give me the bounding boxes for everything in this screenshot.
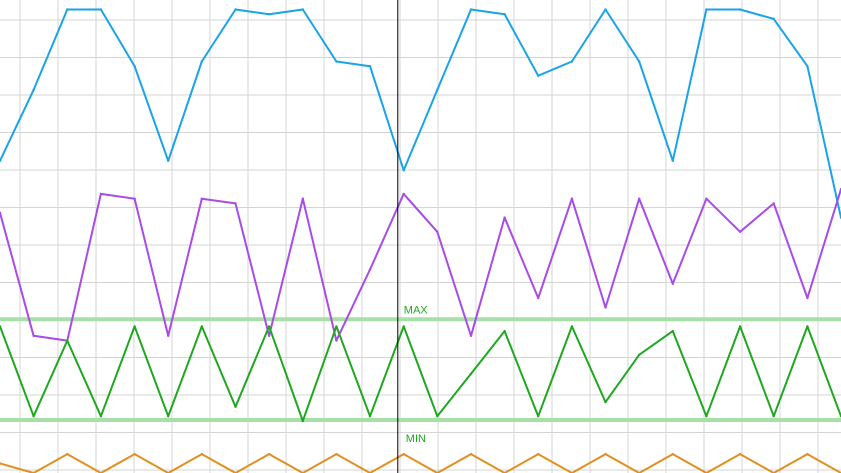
trace-orange-point <box>671 452 674 456</box>
trace-blue-point <box>772 17 775 21</box>
trace-green-point <box>738 325 742 328</box>
trace-blue-point <box>806 65 809 68</box>
trace-purple-point <box>99 192 103 196</box>
trace-green-point <box>368 415 372 418</box>
trace-purple-point <box>671 282 674 285</box>
trace-purple-point <box>267 334 271 337</box>
trace-blue-point <box>66 8 69 11</box>
trace-purple-point <box>133 197 136 200</box>
trace-green-point <box>32 415 35 418</box>
trace-green-point <box>604 400 607 404</box>
min-label: MIN <box>406 433 426 445</box>
trace-blue-point <box>301 8 304 11</box>
trace-blue-point <box>99 8 103 11</box>
trace-green-point <box>469 372 473 375</box>
trace-orange-point <box>402 452 405 456</box>
trace-blue-point <box>0 159 2 162</box>
trace-blue-point <box>368 65 372 68</box>
trace-blue-point <box>200 60 203 63</box>
trace-green-point <box>671 329 674 333</box>
trace-orange <box>0 453 841 473</box>
trace-purple-point <box>436 230 439 233</box>
trace-blue-point <box>537 74 540 77</box>
trace-blue-point <box>705 8 708 11</box>
trace-green-point <box>66 339 69 342</box>
trace-green-point <box>503 329 506 333</box>
trace-blue-point <box>469 8 473 11</box>
trace-orange-point <box>200 452 203 456</box>
trace-purple-point <box>705 197 708 200</box>
trace-purple-point <box>806 296 809 300</box>
trace-purple-point <box>0 211 2 214</box>
trace-green-point <box>436 415 439 418</box>
trace-green-point <box>267 325 271 328</box>
trace-blue-point <box>671 159 674 162</box>
trace-blue-point <box>335 60 338 63</box>
trace-green-point <box>133 325 136 328</box>
trace-green-point <box>570 325 574 328</box>
trace-purple-point <box>469 334 473 337</box>
trace-orange-point <box>0 462 2 465</box>
trace-orange-point <box>66 452 69 456</box>
trace-green-point <box>301 419 304 423</box>
trace-green-point <box>99 415 103 418</box>
trace-green-point <box>705 415 708 418</box>
trace-orange-point <box>133 452 136 456</box>
trace-blue-point <box>32 88 35 92</box>
trace-purple-point <box>368 268 372 271</box>
trace-green-point <box>772 415 775 418</box>
trace-orange-point <box>335 452 338 456</box>
trace-blue-point <box>604 8 607 11</box>
trace-purple-point <box>234 202 237 205</box>
trace-blue-point <box>436 88 439 92</box>
trace-purple-point <box>402 192 405 196</box>
trace-green-point <box>537 415 540 418</box>
traces <box>0 8 841 473</box>
trace-blue-point <box>738 8 742 11</box>
trace-blue-point <box>234 8 237 11</box>
trace-green-point <box>638 353 641 356</box>
trace-orange-point <box>738 452 742 456</box>
trace-purple-point <box>570 197 574 200</box>
trace-orange-point <box>469 452 473 456</box>
trace-green-point <box>0 325 2 328</box>
trace-purple-point <box>738 230 742 233</box>
trace-blue <box>0 8 841 219</box>
trace-green <box>0 325 841 422</box>
trace-purple-point <box>167 334 170 337</box>
trace-purple <box>0 188 841 342</box>
trace-purple-point <box>200 197 203 200</box>
reference-bands <box>0 317 841 423</box>
trace-blue-point <box>570 60 574 63</box>
trace-green-point <box>167 415 170 418</box>
trace-orange-point <box>267 452 271 456</box>
trace-purple-point <box>503 216 506 219</box>
trace-blue-point <box>267 13 271 16</box>
trace-purple-point <box>32 334 35 337</box>
max-label: MAX <box>404 304 429 316</box>
trace-blue-point <box>167 159 170 162</box>
trace-blue-point <box>503 13 506 16</box>
trace-orange-point <box>537 452 540 456</box>
trace-blue-point <box>638 60 641 63</box>
trace-purple-point <box>537 296 540 300</box>
trace-green-point <box>234 405 237 408</box>
trace-purple-point <box>335 339 338 342</box>
trace-blue-point <box>133 65 136 68</box>
trace-purple-point <box>604 306 607 309</box>
trace-orange-point <box>806 452 809 456</box>
trace-purple-point <box>638 197 641 200</box>
trace-blue-point <box>402 169 405 172</box>
trace-green-point <box>402 325 405 328</box>
trace-green-point <box>200 325 203 328</box>
trace-green-point <box>806 325 809 328</box>
trace-orange-point <box>604 452 607 456</box>
trace-purple-point <box>301 197 304 200</box>
trace-green-point <box>335 325 338 328</box>
trace-purple-point <box>772 202 775 205</box>
